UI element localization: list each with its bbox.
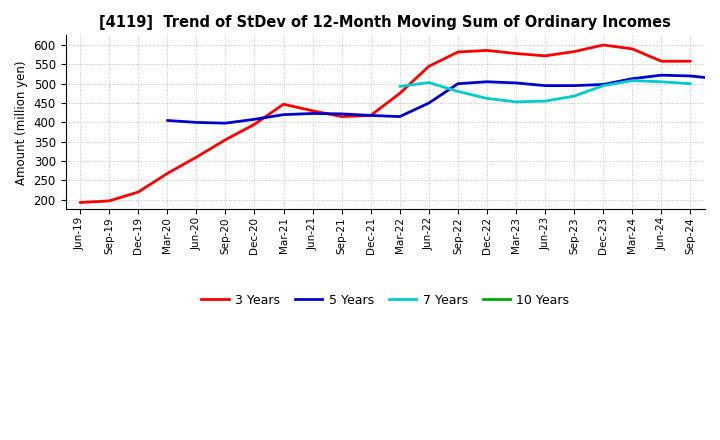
3 Years — [482, 48, 491, 53]
3 Years — [628, 46, 636, 51]
5 Years — [454, 81, 462, 86]
5 Years — [715, 77, 720, 82]
5 Years — [338, 111, 346, 117]
3 Years — [250, 122, 258, 127]
3 Years — [657, 59, 666, 64]
3 Years — [425, 64, 433, 69]
5 Years — [366, 113, 375, 118]
7 Years — [541, 99, 549, 104]
5 Years — [279, 112, 288, 117]
7 Years — [657, 79, 666, 84]
7 Years — [599, 83, 608, 88]
3 Years — [192, 154, 201, 160]
3 Years — [221, 137, 230, 143]
Line: 7 Years: 7 Years — [400, 81, 690, 102]
7 Years — [482, 96, 491, 101]
5 Years — [541, 83, 549, 88]
5 Years — [512, 80, 521, 85]
7 Years — [686, 81, 695, 86]
7 Years — [454, 89, 462, 94]
5 Years — [482, 79, 491, 84]
5 Years — [192, 120, 201, 125]
3 Years — [76, 200, 84, 205]
3 Years — [599, 42, 608, 48]
7 Years — [628, 78, 636, 83]
3 Years — [105, 198, 114, 204]
Line: 3 Years: 3 Years — [80, 45, 690, 202]
5 Years — [599, 82, 608, 87]
5 Years — [308, 111, 317, 116]
5 Years — [686, 73, 695, 79]
5 Years — [221, 121, 230, 126]
3 Years — [366, 113, 375, 118]
7 Years — [570, 93, 578, 99]
Y-axis label: Amount (million yen): Amount (million yen) — [15, 60, 28, 185]
5 Years — [395, 114, 404, 119]
3 Years — [395, 91, 404, 96]
3 Years — [454, 49, 462, 55]
Title: [4119]  Trend of StDev of 12-Month Moving Sum of Ordinary Incomes: [4119] Trend of StDev of 12-Month Moving… — [99, 15, 671, 30]
5 Years — [425, 100, 433, 106]
5 Years — [570, 83, 578, 88]
5 Years — [657, 73, 666, 78]
5 Years — [163, 118, 171, 123]
Legend: 3 Years, 5 Years, 7 Years, 10 Years: 3 Years, 5 Years, 7 Years, 10 Years — [196, 289, 575, 312]
7 Years — [395, 84, 404, 89]
5 Years — [250, 117, 258, 122]
3 Years — [686, 59, 695, 64]
3 Years — [308, 108, 317, 114]
Line: 5 Years: 5 Years — [167, 75, 720, 123]
5 Years — [628, 76, 636, 81]
7 Years — [512, 99, 521, 105]
3 Years — [541, 53, 549, 59]
3 Years — [279, 102, 288, 107]
3 Years — [570, 49, 578, 54]
7 Years — [425, 80, 433, 85]
3 Years — [163, 171, 171, 176]
3 Years — [134, 189, 143, 194]
3 Years — [338, 114, 346, 119]
3 Years — [512, 51, 521, 56]
